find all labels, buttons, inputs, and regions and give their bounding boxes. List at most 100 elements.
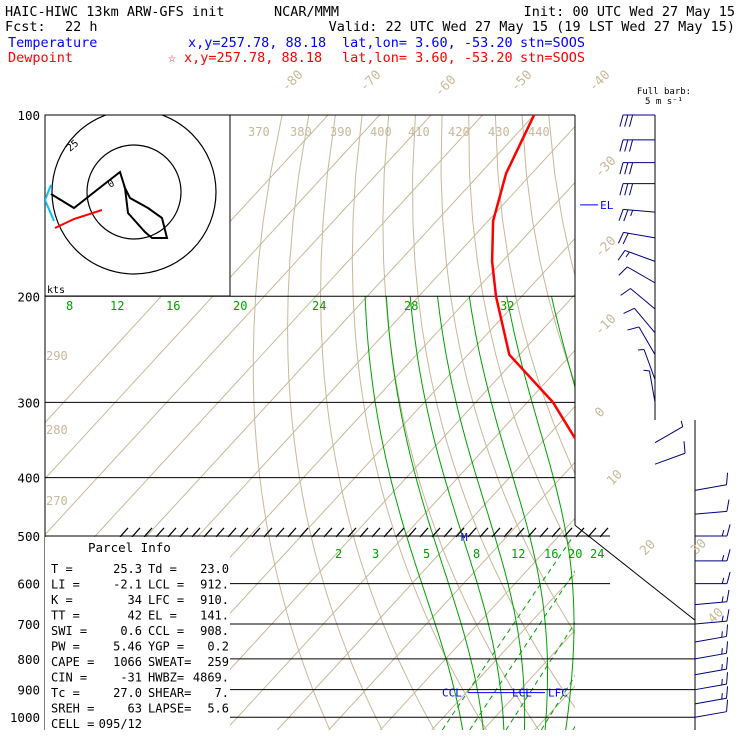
barb-flag	[721, 596, 724, 603]
parcel-info-row: SREH = 63 LAPSE= 5.6	[51, 702, 229, 716]
wind-barb	[694, 699, 729, 718]
isotherm-label: -20	[592, 234, 619, 261]
moist-adiabat	[364, 296, 464, 730]
mixing-ratio-line	[505, 622, 575, 730]
freezing-hatch	[599, 527, 609, 538]
barb-flag	[726, 499, 730, 512]
mixing-ratio-label: 12	[511, 547, 525, 561]
parcel-info-value: -2.1	[113, 578, 142, 592]
barb-legend-title: Full barb:	[637, 87, 691, 97]
wind-barb	[617, 231, 656, 245]
barb-flag	[721, 530, 725, 537]
freezing-hatch	[455, 527, 465, 538]
wind-barb	[618, 266, 656, 284]
parcel-info-row: TT = 42 EL = 141.	[51, 609, 229, 623]
parcel-info-key: TT =	[51, 609, 80, 623]
barb-flag	[629, 183, 634, 196]
barb-flag	[726, 571, 731, 584]
barb-flag	[721, 648, 723, 655]
barb-flag	[630, 210, 634, 217]
dry-adiabat	[468, 115, 575, 557]
freezing-hatch	[563, 527, 573, 538]
barb-flag	[726, 472, 729, 485]
freezing-hatch	[479, 527, 489, 538]
wind-barb	[694, 472, 729, 491]
theta-label: 370	[248, 125, 270, 139]
dry-adiabat	[252, 115, 331, 730]
barb-shaft	[654, 452, 686, 465]
isotherm-label: -10	[592, 312, 619, 339]
mixing-ratio-label: 20	[568, 547, 582, 561]
barb-shaft	[624, 249, 656, 262]
barb-shaft	[694, 510, 727, 515]
barb-flag	[721, 577, 725, 584]
barb-flag	[638, 349, 645, 351]
barb-flag	[726, 524, 731, 537]
parcel-info-value2: 4869.	[193, 671, 229, 685]
dry-adiabat	[735, 115, 740, 730]
freezing-hatch	[419, 527, 429, 538]
freezing-hatch	[407, 527, 417, 538]
barb-flag	[683, 441, 686, 454]
wind-barbs	[617, 114, 731, 718]
barb-flag	[721, 631, 723, 638]
dry-adiabat	[682, 115, 740, 730]
isotherm-line	[45, 115, 483, 592]
theta-label: 440	[528, 125, 550, 139]
parcel-info-value2: 141.	[200, 609, 229, 623]
parcel-info-row: PW = 5.46 YGP = 0.2	[51, 640, 229, 654]
barb-shaft	[694, 601, 727, 606]
barb-flag	[617, 250, 626, 261]
wind-barb	[694, 686, 729, 705]
hodograph-units: kts	[47, 285, 65, 296]
dry-adiabat	[521, 115, 575, 385]
isotherm-label: -50	[508, 68, 535, 95]
barb-flag	[624, 139, 629, 152]
wind-barb	[654, 441, 686, 465]
fcst-label: Fcst:	[5, 19, 46, 35]
barb-flag	[625, 251, 630, 258]
barb-flag	[629, 139, 634, 152]
moist-label: 12	[110, 299, 124, 313]
theta-label: 390	[330, 125, 352, 139]
barb-shaft	[627, 266, 656, 284]
freezing-hatch	[503, 527, 513, 538]
mixing-ratio-line	[540, 675, 575, 730]
freezing-hatch	[359, 527, 369, 538]
barb-shaft	[630, 288, 656, 310]
moist-adiabat	[605, 296, 641, 730]
isotherm-line	[638, 115, 740, 730]
isotherm-line	[276, 405, 575, 730]
parcel-info-key2: YGP =	[148, 640, 184, 654]
parcel-info-row: CELL = 095/12	[51, 717, 142, 731]
pressure-label: 500	[17, 529, 40, 544]
hodograph-center-label: 0	[106, 178, 117, 191]
freezing-hatch	[515, 527, 525, 538]
mixing-ratio-label: 5	[423, 547, 430, 561]
freezing-hatch	[311, 527, 321, 538]
barb-flag	[721, 615, 724, 622]
parcel-info-value2: 5.6	[207, 702, 229, 716]
moist-label: 28	[404, 299, 418, 313]
wind-barb	[619, 162, 655, 175]
barb-flag	[726, 589, 730, 602]
freezing-hatch	[587, 527, 597, 538]
parcel-info-key2: CCL =	[148, 624, 184, 638]
isotherm-line	[431, 573, 575, 730]
dewpoint-line	[490, 115, 575, 441]
parcel-info-value2: 259	[207, 655, 229, 669]
wind-barb	[618, 208, 656, 222]
dew-legend-stn: stn=SOOS	[520, 50, 585, 66]
hodograph-trace-top	[45, 184, 55, 222]
freezing-hatch	[167, 527, 177, 538]
pressure-label: 400	[17, 471, 40, 486]
isotherm-label: 10	[604, 467, 626, 489]
pressure-label: 800	[17, 652, 40, 667]
barb-flag	[726, 641, 729, 654]
dry-adiabat	[440, 115, 575, 635]
barb-shaft	[623, 231, 656, 239]
wind-barb	[694, 624, 729, 643]
freezing-hatch	[239, 527, 249, 538]
isotherm-label: 0	[592, 405, 608, 421]
freezing-hatch	[299, 527, 309, 538]
